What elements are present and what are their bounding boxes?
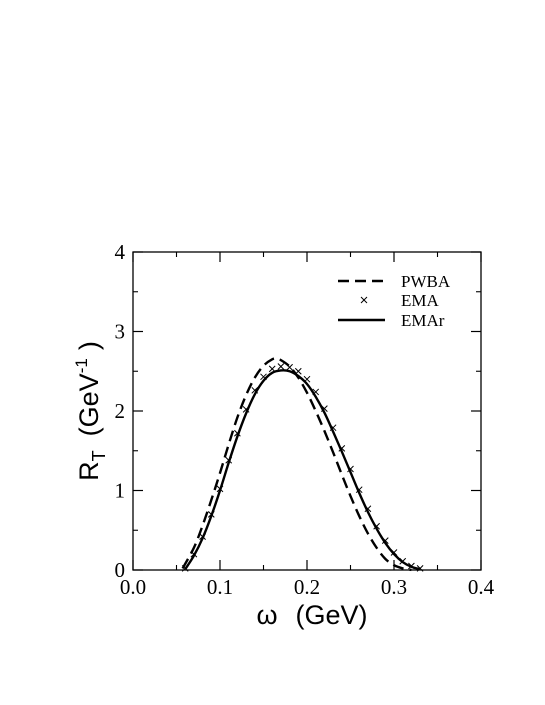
y-axis-label: RT (GeV-1) [72, 341, 109, 481]
y-tick-label: 1 [115, 479, 126, 503]
series-pwba-line [181, 357, 412, 572]
y-axis-unit-post: ) [74, 341, 104, 350]
series-ema-point [286, 363, 293, 371]
y-axis-unit-pre: (GeV [74, 373, 104, 436]
legend-swatch-ema [360, 296, 368, 304]
series-ema-point [277, 363, 285, 370]
x-tick-label: 0.3 [381, 575, 407, 599]
y-tick-label: 0 [115, 558, 126, 582]
legend: PWBA EMA EMAr [338, 272, 451, 330]
tick-labels: 0.0 0.1 0.2 0.3 0.4 0 1 2 3 4 [115, 240, 495, 599]
y-axis-unit-exp: -1 [72, 358, 91, 373]
x-tick-label: 0.1 [207, 575, 233, 599]
x-axis-unit: (GeV) [296, 600, 368, 630]
legend-label-emar: EMAr [401, 311, 445, 330]
y-tick-label: 4 [115, 240, 126, 264]
x-axis-label: ω (GeV) [256, 600, 367, 630]
y-axis-main: R [74, 461, 104, 481]
x-tick-label: 0.2 [294, 575, 320, 599]
x-axis-symbol: ω [256, 600, 277, 630]
x-tick-label: 0.0 [120, 575, 146, 599]
legend-label-pwba: PWBA [401, 272, 451, 291]
y-tick-label: 2 [115, 399, 126, 423]
y-tick-label: 3 [115, 320, 126, 344]
legend-label-ema: EMA [401, 291, 440, 310]
series-ema [181, 363, 424, 572]
data-series [181, 357, 424, 572]
x-tick-label: 0.4 [468, 575, 495, 599]
y-axis-subscript: T [89, 450, 109, 461]
series-emar-line [184, 369, 421, 571]
